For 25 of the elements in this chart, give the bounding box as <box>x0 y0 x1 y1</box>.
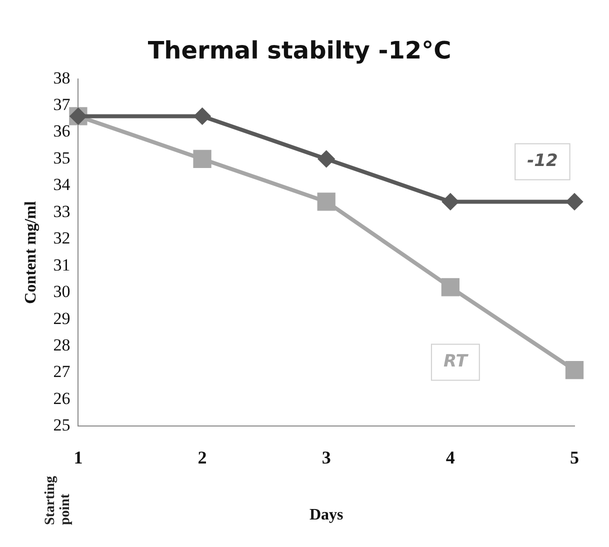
x-tick-label: 1 <box>74 448 83 468</box>
y-axis-title: Content mg/ml <box>22 200 40 304</box>
y-tick-label: 28 <box>53 336 70 354</box>
series-label: -12 <box>527 151 558 172</box>
x-tick-label: 3 <box>322 448 331 468</box>
x-tick-label: 2 <box>198 448 207 468</box>
y-tick-label: 30 <box>53 282 70 302</box>
chart-title: Thermal stabilty -12°C <box>148 36 452 65</box>
y-tick-label: 29 <box>53 308 70 328</box>
y-tick-label: 27 <box>53 362 71 382</box>
y-tick-label: 33 <box>53 202 70 221</box>
y-tick-label: 37 <box>53 94 71 114</box>
y-tick-label: 35 <box>53 148 70 168</box>
text: Starting point <box>42 476 73 525</box>
y-tick-label: 38 <box>53 68 70 88</box>
y-tick-label: 26 <box>53 388 70 408</box>
y-tick-label: 34 <box>53 175 71 194</box>
text: RT <box>443 352 469 372</box>
y-tick-label: 36 <box>53 122 70 141</box>
y-tick-label: 32 <box>53 228 70 248</box>
x-tick-label: 5 <box>570 448 579 468</box>
y-tick-label: 25 <box>53 416 70 435</box>
x-tick-label: 4 <box>446 448 455 468</box>
y-tick-label: 31 <box>53 255 70 274</box>
x-axis-title: Days <box>309 506 344 524</box>
